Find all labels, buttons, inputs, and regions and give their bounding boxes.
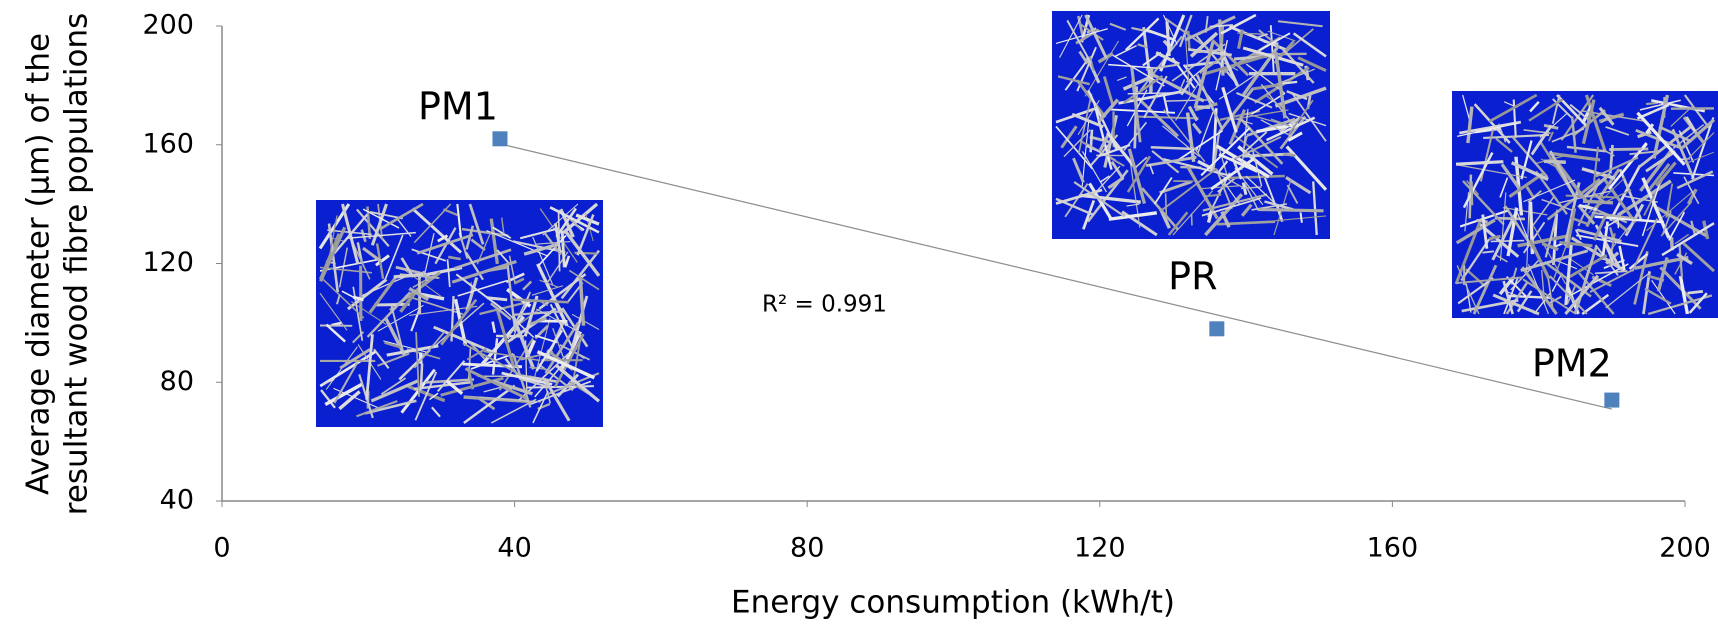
- x-tick-label: 0: [213, 533, 230, 564]
- x-tick-label: 200: [1659, 533, 1711, 564]
- x-tick-label: 40: [497, 533, 531, 564]
- fibre: [1646, 103, 1658, 104]
- fibre: [1476, 220, 1487, 222]
- y-tick-label: 200: [142, 10, 194, 41]
- fibre: [394, 275, 423, 277]
- fibre: [1688, 291, 1703, 293]
- y-tick-label: 80: [160, 366, 194, 397]
- y-tick-label: 120: [142, 247, 194, 278]
- fibre: [1491, 241, 1525, 242]
- point-label: PM2: [1532, 342, 1612, 386]
- y-axis-title: Average diameter (µm) of the: [21, 33, 57, 495]
- point: [1209, 321, 1224, 336]
- r-squared: R² = 0.991: [762, 292, 887, 318]
- fibre: [421, 364, 422, 390]
- point: [492, 131, 507, 146]
- fibre: [1482, 251, 1493, 252]
- fibre: [1166, 193, 1167, 218]
- fibre: [1151, 68, 1152, 93]
- y-axis-title: resultant wood fibre populations: [59, 13, 95, 515]
- chart: Energy consumption (kWh/t) Average diame…: [0, 0, 1718, 625]
- fibre: [1259, 210, 1324, 211]
- point-label: PR: [1168, 254, 1217, 298]
- fibre: [1544, 161, 1566, 162]
- x-tick-label: 160: [1367, 533, 1419, 564]
- fibre: [1206, 195, 1221, 196]
- y-tick-label: 160: [142, 128, 194, 159]
- x-axis-title: Energy consumption (kWh/t): [731, 585, 1175, 621]
- micrographs: [316, 11, 1718, 427]
- fibre: [1472, 181, 1473, 205]
- x-tick-label: 120: [1074, 533, 1126, 564]
- x-tick-label: 80: [790, 533, 824, 564]
- fibre: [1583, 201, 1613, 203]
- fibre: [1282, 82, 1297, 84]
- point: [1604, 393, 1619, 408]
- fibre: [1283, 154, 1295, 156]
- fibre: [1301, 212, 1302, 222]
- fibre: [559, 210, 560, 271]
- fibre: [1188, 31, 1189, 50]
- y-tick-label: 40: [160, 485, 194, 516]
- fibre: [1221, 26, 1222, 43]
- point-label: PM1: [418, 84, 498, 128]
